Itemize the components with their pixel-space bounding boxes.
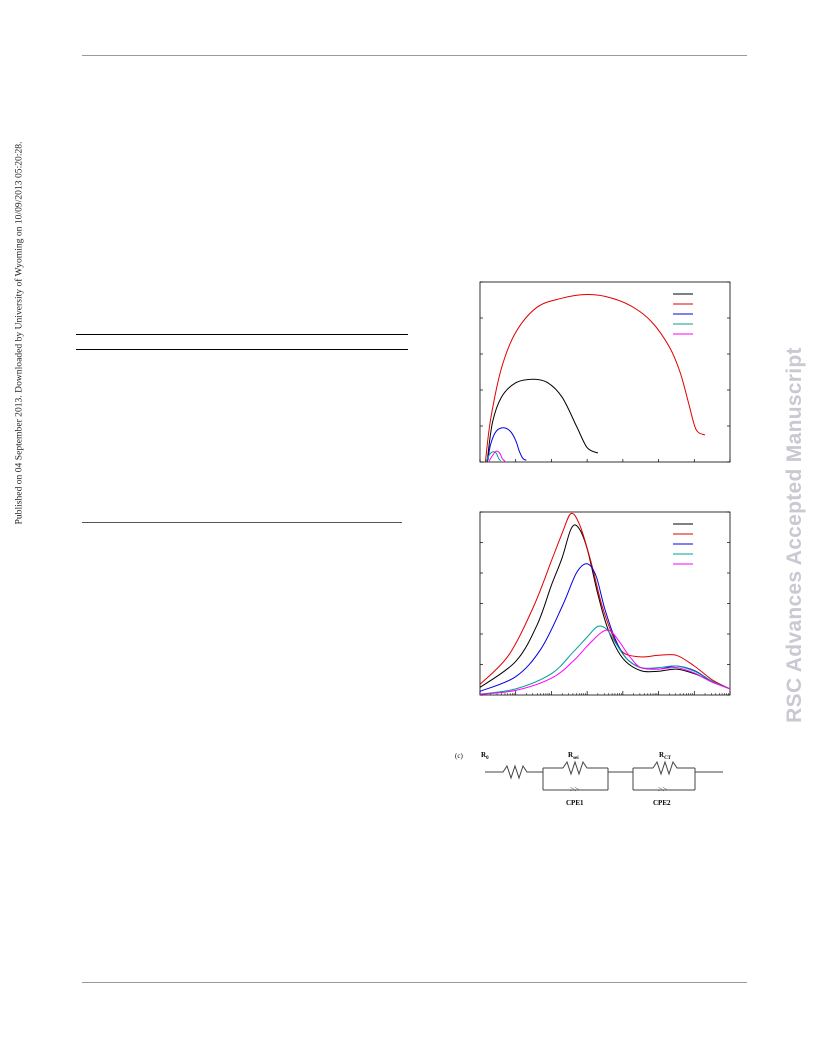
watermark-text: RSC Advances Accepted Manuscript [783, 347, 806, 723]
series-line-3 [479, 625, 731, 695]
rct-resistor [652, 760, 695, 776]
chart-b-impedance [479, 511, 731, 696]
accepted-manuscript-watermark: RSC Advances Accepted Manuscript [770, 290, 816, 780]
r0-label: R0 [481, 751, 489, 761]
rct-label: RCT [659, 751, 672, 761]
rsei-resistor [562, 760, 608, 776]
cpe1-symbol: >> [570, 785, 580, 794]
equivalent-circuit: (c) R0 Rsei RCT >> >> CPE1 CPE2 [455, 751, 723, 807]
series-line-1 [484, 294, 706, 463]
series-line-2 [487, 427, 527, 461]
cpe1-label: CPE1 [566, 799, 584, 807]
cpe2-symbol: >> [658, 785, 668, 794]
panel-c-label: (c) [455, 752, 463, 760]
series-line-3 [485, 451, 502, 462]
r0-resistor [485, 764, 543, 780]
header-rule [82, 55, 747, 56]
chart-a-nyquist [479, 281, 731, 463]
footer-rule [82, 982, 747, 983]
series-line-4 [488, 450, 506, 462]
series-line-0 [486, 378, 599, 463]
series-line-0 [479, 524, 731, 690]
plot-frame [479, 281, 731, 463]
plot-frame [479, 511, 731, 696]
series-line-4 [479, 629, 731, 695]
series-line-1 [479, 512, 731, 690]
table-header-rule [76, 349, 408, 350]
table-bottom-rule [82, 522, 402, 523]
cpe2-label: CPE2 [653, 799, 671, 807]
download-notice: Published on 04 September 2013. Download… [10, 0, 28, 673]
rsei-label: Rsei [568, 751, 579, 761]
download-notice-text: Published on 04 September 2013. Download… [13, 141, 25, 525]
table-top-rule [76, 334, 408, 335]
